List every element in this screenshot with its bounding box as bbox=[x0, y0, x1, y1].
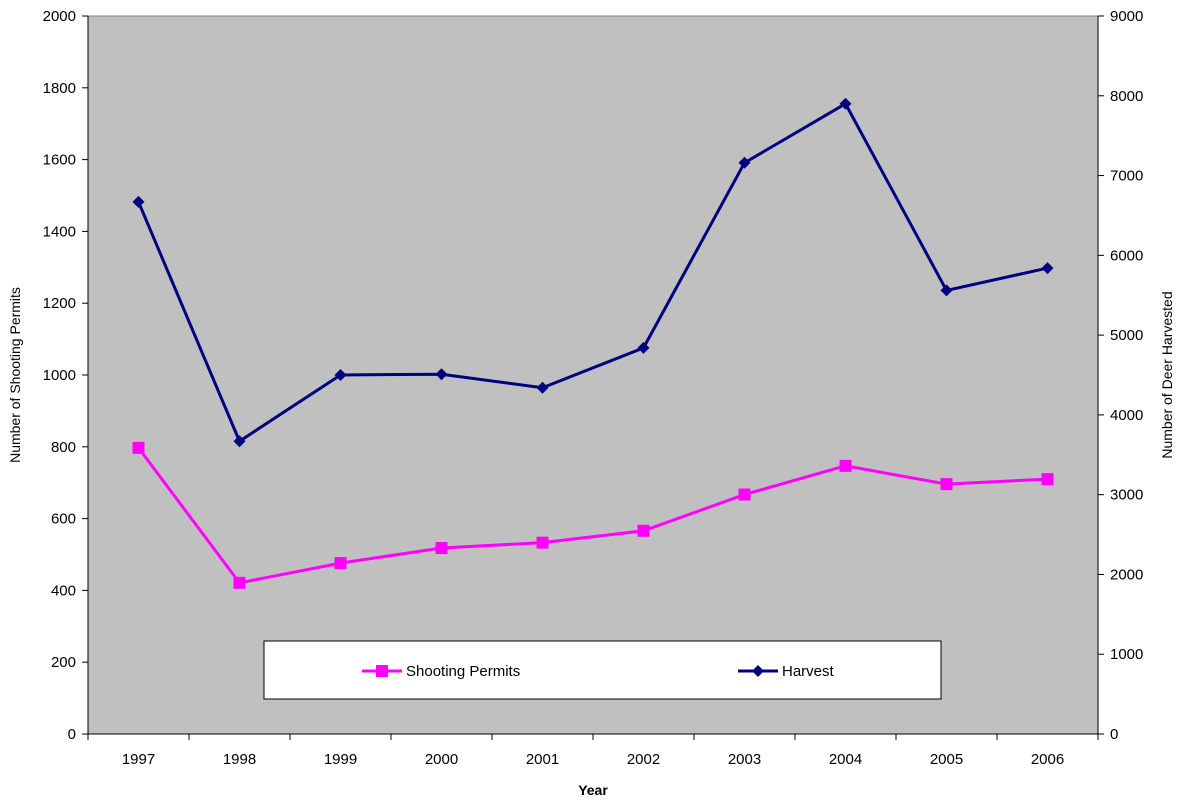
left-tick-label: 0 bbox=[68, 726, 76, 743]
right-y-axis: 0 1000 2000 3000 4000 5000 6000 7000 8000 9000 bbox=[1098, 8, 1143, 743]
data-point bbox=[840, 460, 852, 472]
plot-area-background bbox=[88, 16, 1098, 734]
data-point bbox=[739, 489, 751, 501]
right-tick-label: 2000 bbox=[1110, 566, 1143, 583]
left-tick-label: 1200 bbox=[43, 295, 76, 312]
data-point bbox=[335, 557, 347, 569]
left-tick-label: 600 bbox=[51, 511, 76, 528]
right-tick-label: 4000 bbox=[1110, 407, 1143, 424]
x-axis: 1997 1998 1999 2000 2001 2002 2003 2004 2005 2006 bbox=[88, 734, 1098, 768]
x-tick-label: 1999 bbox=[324, 751, 357, 768]
x-tick-label: 2005 bbox=[930, 751, 963, 768]
left-tick-label: 200 bbox=[51, 654, 76, 671]
left-tick-label: 800 bbox=[51, 439, 76, 456]
x-tick-label: 2003 bbox=[728, 751, 761, 768]
right-tick-label: 3000 bbox=[1110, 487, 1143, 504]
legend-marker bbox=[376, 665, 388, 677]
data-point bbox=[941, 478, 953, 490]
x-tick-label: 2006 bbox=[1031, 751, 1064, 768]
right-tick-label: 6000 bbox=[1110, 247, 1143, 264]
left-tick-label: 400 bbox=[51, 582, 76, 599]
x-tick-label: 1997 bbox=[122, 751, 155, 768]
left-tick-label: 2000 bbox=[43, 8, 76, 25]
data-point bbox=[1042, 473, 1054, 485]
right-tick-label: 0 bbox=[1110, 726, 1118, 743]
y2-axis-title: Number of Deer Harvested bbox=[1159, 291, 1175, 458]
data-point bbox=[436, 542, 448, 554]
right-tick-label: 8000 bbox=[1110, 88, 1143, 105]
x-axis-title: Year bbox=[578, 782, 608, 798]
data-point bbox=[133, 442, 145, 454]
left-y-axis: 0 200 400 600 800 1000 1200 1400 1600 1800 2000 bbox=[43, 8, 88, 743]
x-tick-label: 1998 bbox=[223, 751, 256, 768]
data-point bbox=[638, 525, 650, 537]
data-point bbox=[537, 537, 549, 549]
left-tick-label: 1800 bbox=[43, 80, 76, 97]
legend-label: Harvest bbox=[782, 663, 835, 680]
x-tick-label: 2002 bbox=[627, 751, 660, 768]
x-tick-label: 2000 bbox=[425, 751, 458, 768]
legend: Shooting Permits Harvest bbox=[264, 641, 941, 699]
left-tick-label: 1400 bbox=[43, 223, 76, 240]
legend-label: Shooting Permits bbox=[406, 663, 520, 680]
y-axis-title: Number of Shooting Permits bbox=[7, 287, 23, 463]
right-tick-label: 9000 bbox=[1110, 8, 1143, 25]
right-tick-label: 5000 bbox=[1110, 327, 1143, 344]
x-tick-label: 2001 bbox=[526, 751, 559, 768]
right-tick-label: 7000 bbox=[1110, 168, 1143, 185]
right-tick-label: 1000 bbox=[1110, 646, 1143, 663]
left-tick-label: 1600 bbox=[43, 152, 76, 169]
x-tick-label: 2004 bbox=[829, 751, 862, 768]
data-point bbox=[234, 577, 246, 589]
left-tick-label: 1000 bbox=[43, 367, 76, 384]
